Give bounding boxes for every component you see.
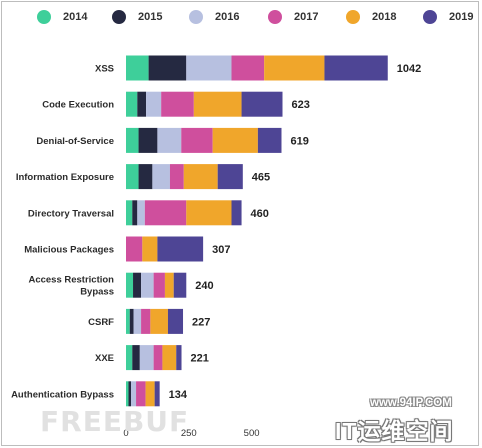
bar-denial-of-service-2016 xyxy=(157,127,182,153)
bar-xss-2016 xyxy=(186,55,232,81)
bar-denial-of-service-2015 xyxy=(138,127,158,153)
category-label-code-execution: Code Execution xyxy=(42,100,114,111)
bar-xxe-2019 xyxy=(176,345,182,371)
legend-swatch-2015 xyxy=(112,10,126,24)
legend-label-2015: 2015 xyxy=(138,11,163,23)
bar-access-restriction-bypass-2019 xyxy=(173,272,187,298)
bar-access-restriction-bypass-2014 xyxy=(126,272,134,298)
category-label-directory-traversal: Directory Traversal xyxy=(28,208,114,219)
category-label-access-restriction-bypass: Access Restriction Bypass xyxy=(28,275,114,298)
bar-xss-2015 xyxy=(148,55,187,81)
bar-denial-of-service-2018 xyxy=(212,127,258,153)
bar-authentication-bypass-2016 xyxy=(131,381,137,407)
category-label-csrf: CSRF xyxy=(88,317,114,328)
bar-authentication-bypass-2017 xyxy=(136,381,146,407)
site-url-watermark: www.94IP.COM xyxy=(370,397,452,409)
bar-code-execution-2018 xyxy=(193,91,242,117)
bar-csrf-2019 xyxy=(167,308,184,334)
bar-authentication-bypass-2014 xyxy=(126,381,129,407)
legend-swatch-2019 xyxy=(423,10,437,24)
x-tick-label-500: 500 xyxy=(244,428,260,439)
x-tick-label-0: 0 xyxy=(123,428,128,439)
legend-swatch-2017 xyxy=(268,10,282,24)
category-label-malicious-packages: Malicious Packages xyxy=(24,245,114,256)
legend-swatch-2016 xyxy=(189,10,203,24)
category-label-xss: XSS xyxy=(95,64,114,75)
total-label-xss: 1042 xyxy=(397,63,421,75)
bar-csrf-2014 xyxy=(126,308,130,334)
freebuf-watermark: FREEBUF xyxy=(40,405,190,438)
bar-xss-2019 xyxy=(324,55,388,81)
bar-malicious-packages-2017 xyxy=(126,236,143,262)
total-label-xxe: 221 xyxy=(191,353,209,365)
bar-malicious-packages-2018 xyxy=(142,236,158,262)
bar-directory-traversal-2017 xyxy=(144,200,187,226)
bar-csrf-2016 xyxy=(133,308,142,334)
bar-code-execution-2014 xyxy=(126,91,138,117)
bar-directory-traversal-2014 xyxy=(126,200,133,226)
bar-xss-2018 xyxy=(264,55,325,81)
bar-xxe-2018 xyxy=(162,345,177,371)
bar-directory-traversal-2016 xyxy=(137,200,145,226)
bar-access-restriction-bypass-2018 xyxy=(164,272,174,298)
bar-xss-2014 xyxy=(126,55,149,81)
total-label-malicious-packages: 307 xyxy=(212,244,230,256)
bar-authentication-bypass-2015 xyxy=(128,381,132,407)
bar-malicious-packages-2019 xyxy=(157,236,204,262)
total-label-denial-of-service: 619 xyxy=(290,135,308,147)
bar-code-execution-2015 xyxy=(137,91,147,117)
bar-directory-traversal-2019 xyxy=(231,200,242,226)
bar-code-execution-2017 xyxy=(161,91,194,117)
bar-denial-of-service-2019 xyxy=(257,127,282,153)
category-label-xxe: XXE xyxy=(95,353,114,364)
bar-access-restriction-bypass-2015 xyxy=(133,272,142,298)
bar-xxe-2014 xyxy=(126,345,133,371)
legend-swatch-2014 xyxy=(37,10,51,24)
bar-access-restriction-bypass-2017 xyxy=(153,272,165,298)
total-label-access-restriction-bypass: 240 xyxy=(195,280,213,292)
bar-information-exposure-2016 xyxy=(152,164,170,190)
total-label-authentication-bypass: 134 xyxy=(169,389,188,401)
bar-directory-traversal-2018 xyxy=(186,200,232,226)
bar-code-execution-2016 xyxy=(146,91,162,117)
total-label-directory-traversal: 460 xyxy=(251,208,269,220)
bar-xxe-2016 xyxy=(139,345,154,371)
bar-information-exposure-2017 xyxy=(169,164,184,190)
bar-authentication-bypass-2019 xyxy=(154,381,160,407)
bar-information-exposure-2019 xyxy=(217,164,243,190)
category-label-denial-of-service: Denial-of-Service xyxy=(36,136,114,147)
legend-label-2016: 2016 xyxy=(215,11,240,23)
bar-information-exposure-2015 xyxy=(138,164,153,190)
bar-information-exposure-2014 xyxy=(126,164,139,190)
bar-directory-traversal-2015 xyxy=(132,200,138,226)
category-label-authentication-bypass: Authentication Bypass xyxy=(11,389,114,400)
brand-watermark: IT运维空间 xyxy=(335,418,454,444)
legend-label-2017: 2017 xyxy=(294,11,319,23)
total-label-information-exposure: 465 xyxy=(252,172,270,184)
legend-label-2019: 2019 xyxy=(449,11,474,23)
bar-authentication-bypass-2018 xyxy=(145,381,155,407)
total-label-code-execution: 623 xyxy=(291,99,309,111)
legend-swatch-2018 xyxy=(346,10,360,24)
bar-denial-of-service-2017 xyxy=(181,127,213,153)
bar-information-exposure-2018 xyxy=(183,164,218,190)
bar-xxe-2017 xyxy=(153,345,163,371)
bar-csrf-2017 xyxy=(141,308,151,334)
bar-csrf-2018 xyxy=(150,308,168,334)
category-label-information-exposure: Information Exposure xyxy=(16,172,114,183)
legend-label-2014: 2014 xyxy=(63,11,88,23)
bar-code-execution-2019 xyxy=(241,91,283,117)
total-label-csrf: 227 xyxy=(192,316,210,328)
legend-label-2018: 2018 xyxy=(372,11,397,23)
bar-xxe-2015 xyxy=(132,345,140,371)
bar-csrf-2015 xyxy=(129,308,134,334)
chart-legend: 2014 2015 2016 2017 2018 2019 xyxy=(0,0,482,36)
bar-denial-of-service-2014 xyxy=(126,127,139,153)
bar-access-restriction-bypass-2016 xyxy=(141,272,154,298)
x-tick-label-250: 250 xyxy=(181,428,197,439)
bar-xss-2017 xyxy=(231,55,265,81)
